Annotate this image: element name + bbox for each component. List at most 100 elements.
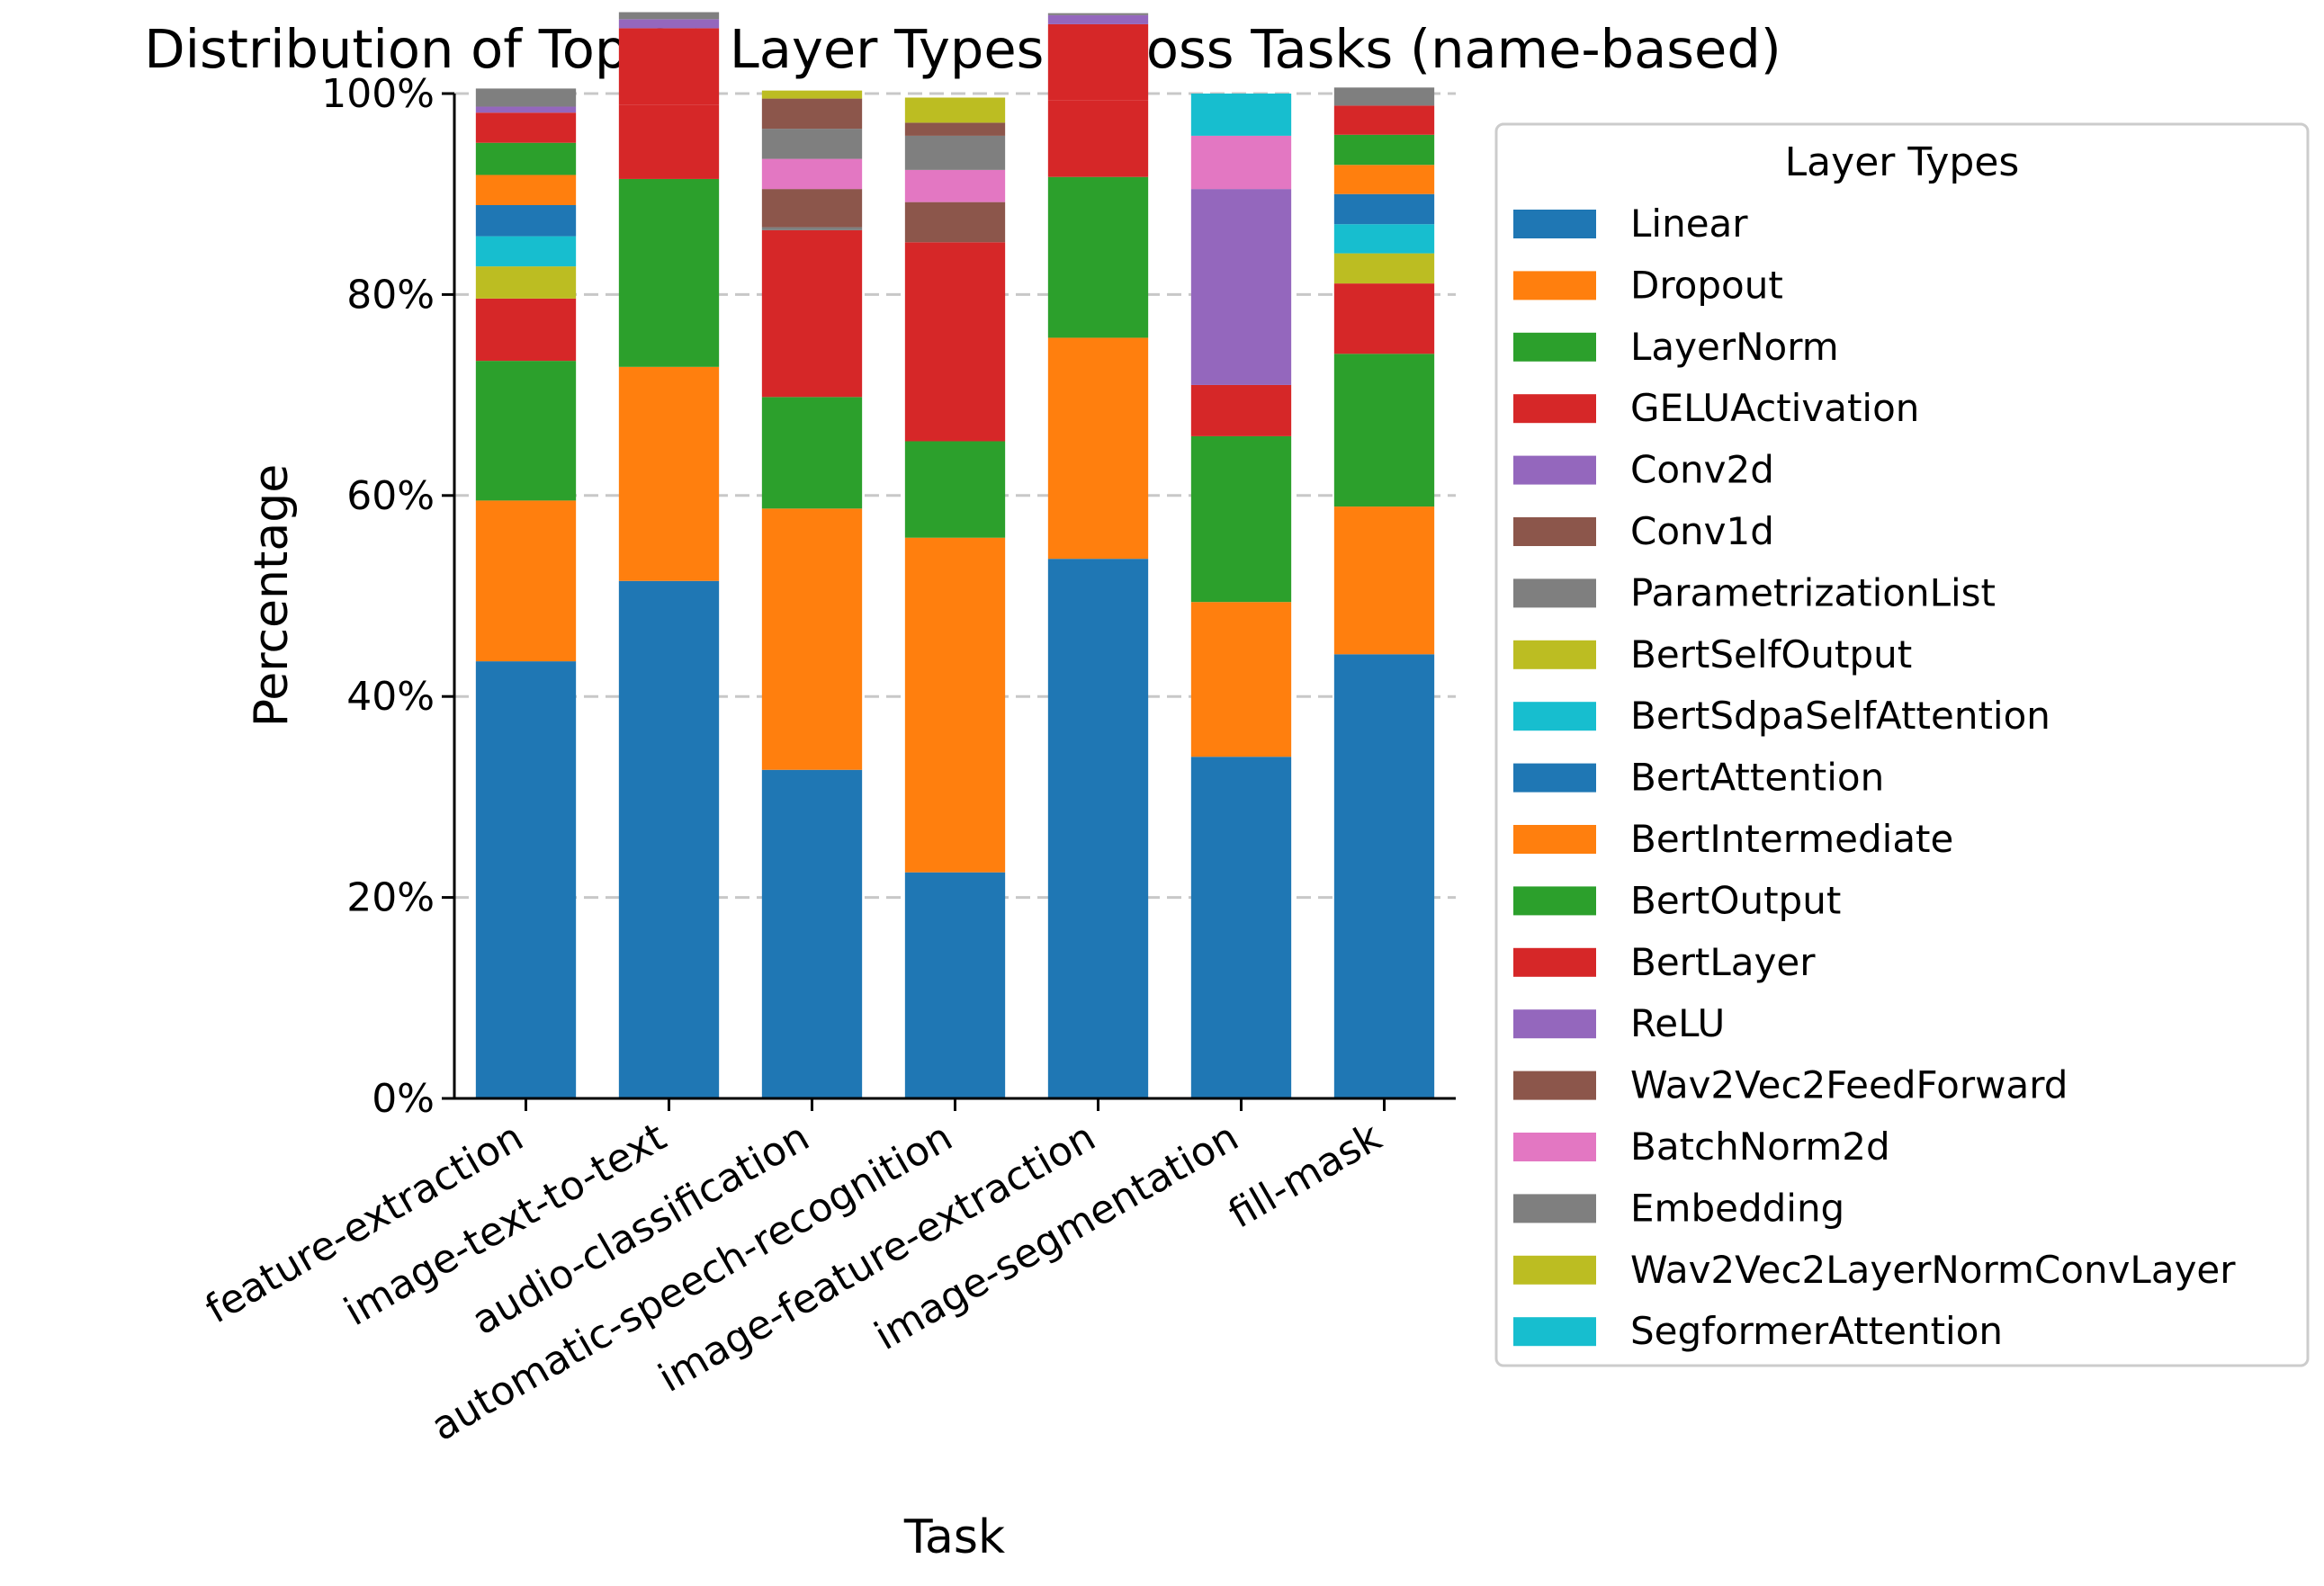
bar-segment	[1047, 337, 1149, 560]
bar-segment	[475, 142, 577, 175]
x-ticks: feature-extractionimage-text-to-textaudi…	[198, 1098, 1389, 1450]
bar-segment	[904, 122, 1006, 136]
bar-segment	[475, 661, 577, 1098]
bar-segment	[1190, 757, 1292, 1098]
legend-swatch	[1513, 332, 1596, 362]
legend-entry-label: GELUActivation	[1630, 386, 1919, 430]
bar-segment	[1333, 193, 1435, 225]
bar-segment	[1190, 602, 1292, 757]
bar-segment	[475, 88, 577, 107]
legend-swatch	[1513, 1255, 1596, 1285]
bar-segment	[1047, 23, 1149, 101]
y-tick-label: 80%	[346, 272, 435, 318]
bar-segment	[1047, 176, 1149, 338]
chart-title: Distribution of Top 20 Layer Types Acros…	[144, 18, 1781, 80]
x-tick-label: fill-mask	[1221, 1114, 1389, 1238]
bar-segment	[761, 129, 863, 159]
bar-segment	[904, 242, 1006, 442]
legend: Layer Types Linear Dropout LayerNorm GELUAc…	[1494, 122, 2310, 1367]
legend-swatch	[1513, 455, 1596, 485]
y-tick-label: 100%	[321, 71, 435, 117]
y-tick-label: 60%	[346, 473, 435, 519]
legend-entry-label: ReLU	[1630, 1001, 1725, 1045]
bar-segment	[1333, 506, 1435, 655]
bar-segment	[1333, 283, 1435, 354]
legend-swatch	[1513, 825, 1596, 854]
legend-swatch	[1513, 702, 1596, 731]
bar-segment	[761, 158, 863, 190]
legend-swatch	[1513, 763, 1596, 793]
bar-segment	[904, 169, 1006, 202]
bar-segment	[1333, 105, 1435, 135]
legend-box	[1494, 122, 2310, 1367]
legend-entry-label: Linear	[1630, 202, 1748, 246]
bar-segment	[1047, 100, 1149, 177]
bar-segment	[475, 266, 577, 299]
bar-segment	[618, 12, 720, 20]
y-tick-label: 0%	[372, 1076, 435, 1122]
legend-entry-label: Conv1d	[1630, 509, 1774, 553]
bar-segment	[1333, 253, 1435, 284]
bar-segment	[475, 236, 577, 267]
bar-segment	[761, 508, 863, 770]
bar-segment	[1333, 165, 1435, 194]
legend-entry-label: BertLayer	[1630, 940, 1816, 984]
legend-entry-label: Conv2d	[1630, 448, 1774, 492]
legend-swatch	[1513, 517, 1596, 546]
y-tick-label: 40%	[346, 674, 435, 720]
bar-segment	[904, 202, 1006, 243]
bar-segment	[1190, 435, 1292, 603]
legend-swatch	[1513, 1071, 1596, 1100]
bar-segment	[475, 112, 577, 143]
legend-entry-label: BertIntermediate	[1630, 817, 1953, 861]
y-axis-label: Percentage	[245, 464, 299, 728]
bar-segment	[1047, 559, 1149, 1098]
legend-entry-label: BatchNorm2d	[1630, 1125, 1890, 1169]
bar-segment	[761, 397, 863, 509]
bar-segment	[1190, 135, 1292, 190]
bar-segment	[904, 537, 1006, 873]
bar-segment	[761, 227, 863, 230]
bar-segment	[1047, 14, 1149, 24]
bar-segment	[1333, 354, 1435, 507]
bar-segment	[1047, 13, 1149, 15]
bar-segment	[904, 441, 1006, 538]
y-ticks: 0% 20% 40% 60% 80% 100%	[321, 71, 454, 1122]
bar-segment	[904, 872, 1006, 1098]
bar-segment	[618, 580, 720, 1098]
bar-segment	[904, 135, 1006, 170]
legend-entry-label: Dropout	[1630, 263, 1783, 307]
bar-segment	[475, 175, 577, 205]
legend-entry-label: Wav2Vec2LayerNormConvLayer	[1630, 1248, 2236, 1292]
legend-swatch	[1513, 578, 1596, 608]
bar-segment	[1190, 189, 1292, 385]
legend-swatch	[1513, 886, 1596, 916]
bar-segment	[475, 106, 577, 113]
bar-segment	[1333, 224, 1435, 254]
legend-entry-label: Wav2Vec2FeedForward	[1630, 1063, 2068, 1107]
legend-swatch	[1513, 271, 1596, 300]
bar-segment	[761, 98, 863, 130]
legend-swatch	[1513, 1194, 1596, 1223]
legend-entry-label: ParametrizationList	[1630, 570, 1996, 614]
legend-title: Layer Types	[1785, 139, 2020, 185]
legend-swatch	[1513, 947, 1596, 977]
legend-swatch	[1513, 394, 1596, 424]
legend-swatch	[1513, 1009, 1596, 1039]
bar-segment	[618, 366, 720, 581]
legend-swatch	[1513, 640, 1596, 669]
bar-segment	[761, 189, 863, 228]
bar-segment	[618, 104, 720, 179]
bar-segment	[618, 28, 720, 105]
legend-entry-label: BertOutput	[1630, 878, 1841, 922]
bar-segment	[618, 19, 720, 29]
bar-segment	[475, 204, 577, 237]
legend-entry-label: BertAttention	[1630, 756, 1884, 800]
legend-entry-label: BertSdpaSelfAttention	[1630, 694, 2050, 738]
bar-segment	[475, 298, 577, 362]
bar-segment	[1190, 384, 1292, 436]
bar-segment	[1333, 87, 1435, 106]
bar-segment	[904, 97, 1006, 123]
bar-segment	[475, 500, 577, 662]
